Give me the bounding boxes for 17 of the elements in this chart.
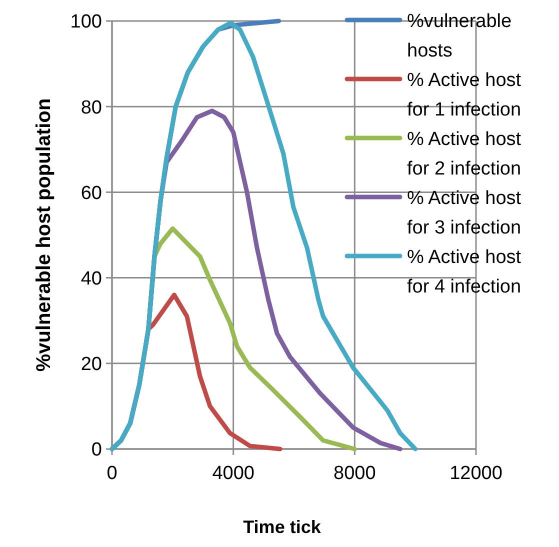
legend-label: %vulnerable hosts <box>407 11 512 62</box>
x-tick-label: 12000 <box>450 463 502 484</box>
y-tick-label: 60 <box>80 182 102 204</box>
y-tick-label: 0 <box>91 440 102 461</box>
y-tick-label: 20 <box>80 354 102 376</box>
legend-label: % Active host for 4 infection <box>407 247 522 298</box>
x-tick-label: 8000 <box>334 463 376 484</box>
legend-label: % Active host for 2 infection <box>407 129 522 180</box>
x-tick-label: 4000 <box>212 463 254 484</box>
legend-label: % Active host for 1 infection <box>407 70 522 120</box>
y-tick-label: 80 <box>80 97 102 118</box>
y-axis-title: %vulnerable host population <box>33 98 55 372</box>
x-axis-title: Time tick <box>243 517 322 537</box>
y-tick-label: 40 <box>80 268 102 290</box>
x-tick-label: 0 <box>106 463 118 484</box>
y-tick-label: 100 <box>70 12 102 33</box>
legend-label: % Active host for 3 infection <box>407 188 522 238</box>
